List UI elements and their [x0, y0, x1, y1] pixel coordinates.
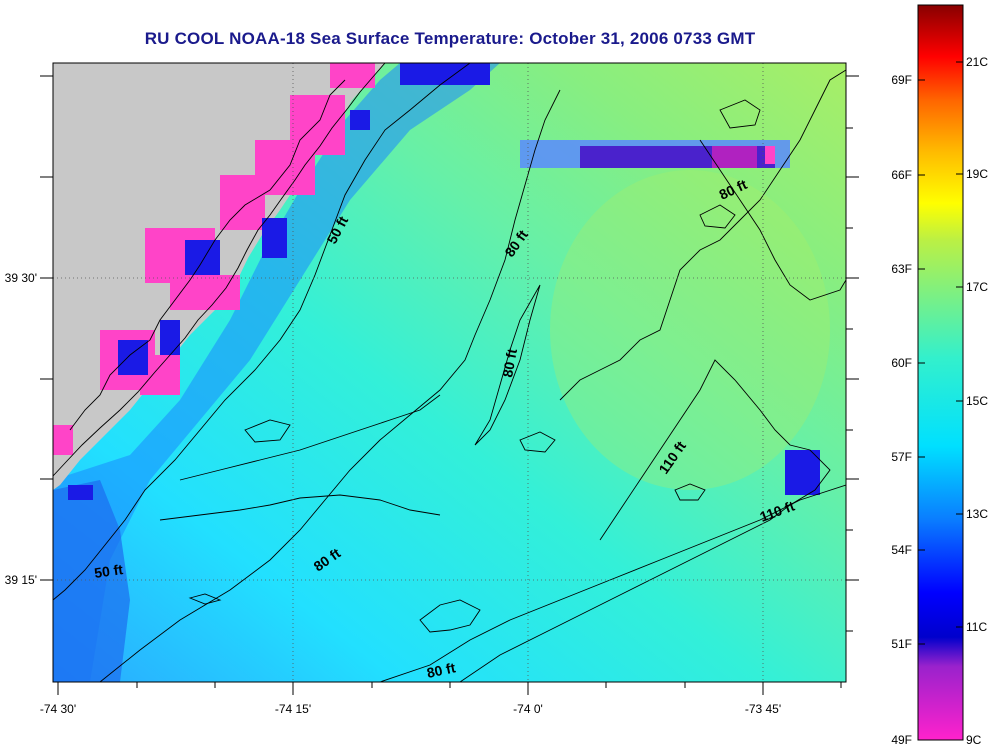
lon-label-74-0: -74 0' [513, 702, 543, 716]
colorbar-label-21c: 21C [966, 55, 988, 69]
colorbar-label-49f: 49F [891, 733, 912, 747]
colorbar: 69F 66F 63F 60F 57F 54F 51F 49F 21C 19C … [891, 4, 988, 747]
colorbar-label-60f: 60F [891, 356, 912, 370]
contour-label-50ft-south: 50 ft [93, 561, 124, 581]
map-title: RU COOL NOAA-18 Sea Surface Temperature:… [144, 29, 756, 48]
contour-80ft-east [699, 139, 846, 301]
contour-west [179, 394, 441, 481]
contour-110ft [459, 359, 831, 682]
contour-island-4 [188, 593, 222, 605]
warm-water-patch [550, 170, 830, 490]
map-axis-ticks [40, 75, 859, 695]
lon-label-74-15: -74 15' [275, 702, 311, 716]
contour-label-80ft-south: 80 ft [425, 659, 457, 681]
colorbar-label-63f: 63F [891, 262, 912, 276]
map-panel [53, 63, 846, 682]
contour-shelf-edge [559, 69, 846, 401]
cloud-band-pixel [765, 146, 775, 164]
map-grid [53, 63, 846, 682]
contour-island-6 [519, 431, 556, 453]
contour-island-1 [719, 99, 761, 129]
coastline [53, 63, 386, 477]
contour-island-7 [244, 419, 291, 443]
contour-80ft-ridge [474, 284, 541, 446]
lat-label-39-15: 39 15' [5, 573, 37, 587]
colorbar-label-9c: 9C [966, 733, 982, 747]
cold-blue-pixels [68, 63, 820, 500]
lat-label-39-30: 39 30' [5, 271, 37, 285]
colorbar-label-17c: 17C [966, 280, 988, 294]
southwest-cool-water [53, 480, 130, 682]
contour-island-3 [674, 483, 706, 501]
contour-southwest [159, 494, 441, 521]
contour-label-80ft-ridge: 80 ft [499, 347, 520, 378]
colorbar-label-51f: 51F [891, 637, 912, 651]
inner-coastline [69, 79, 346, 431]
colorbar-label-15c: 15C [966, 394, 988, 408]
lon-label-74-30: -74 30' [40, 702, 76, 716]
colorbar-ticks [918, 61, 963, 645]
contour-island-2 [699, 204, 736, 229]
colorbar-label-13c: 13C [966, 507, 988, 521]
colorbar-label-11c: 11C [966, 620, 987, 634]
contour-island-5 [419, 599, 481, 633]
colorbar-label-69f: 69F [891, 73, 912, 87]
contour-lines [53, 63, 846, 682]
colorbar-label-57f: 57F [891, 450, 912, 464]
lon-label-73-45: -73 45' [745, 702, 781, 716]
contour-80ft-north [99, 89, 561, 682]
cloud-band-edge [712, 146, 757, 168]
colorbar-label-66f: 66F [891, 168, 912, 182]
colorbar-label-54f: 54F [891, 543, 912, 557]
colorbar-label-19c: 19C [966, 167, 988, 181]
contour-50ft [53, 63, 471, 601]
colorbar-gradient [917, 4, 964, 741]
